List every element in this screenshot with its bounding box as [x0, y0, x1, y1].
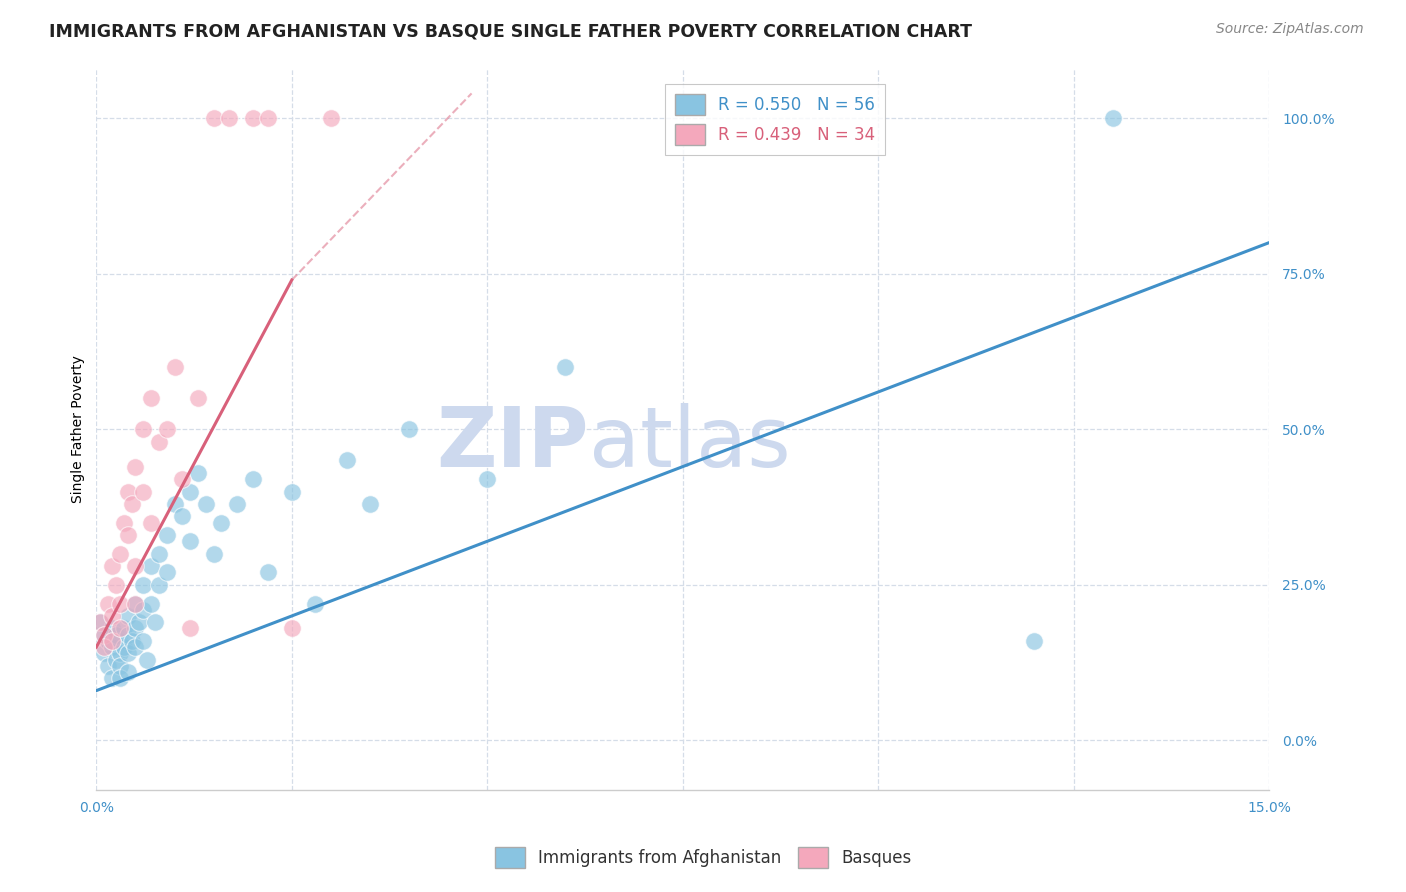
Point: [398, 422, 420, 436]
Point: [93, 646, 115, 660]
Point: [187, 466, 209, 480]
Point: [156, 528, 179, 542]
Point: [281, 621, 304, 635]
Point: [359, 497, 381, 511]
Point: [108, 597, 131, 611]
Point: [108, 671, 131, 685]
Point: [101, 633, 124, 648]
Point: [136, 652, 159, 666]
Y-axis label: Single Father Poverty: Single Father Poverty: [72, 355, 86, 503]
Point: [187, 391, 209, 405]
Point: [202, 547, 225, 561]
Point: [148, 578, 170, 592]
Point: [108, 658, 131, 673]
Point: [117, 627, 139, 641]
Point: [108, 547, 131, 561]
Point: [132, 578, 155, 592]
Point: [132, 422, 155, 436]
Point: [257, 112, 280, 126]
Point: [121, 497, 143, 511]
Point: [101, 671, 124, 685]
Point: [163, 497, 186, 511]
Point: [202, 112, 225, 126]
Point: [124, 640, 146, 654]
Point: [132, 603, 155, 617]
Point: [108, 621, 131, 635]
Point: [117, 646, 139, 660]
Point: [172, 509, 194, 524]
Text: ZIP: ZIP: [436, 403, 589, 484]
Point: [1024, 633, 1046, 648]
Point: [117, 484, 139, 499]
Point: [304, 597, 326, 611]
Point: [108, 633, 131, 648]
Point: [89, 615, 111, 630]
Point: [226, 497, 249, 511]
Point: [101, 640, 124, 654]
Point: [97, 658, 120, 673]
Point: [139, 597, 162, 611]
Legend: Immigrants from Afghanistan, Basques: Immigrants from Afghanistan, Basques: [488, 840, 918, 875]
Point: [179, 621, 201, 635]
Point: [108, 646, 131, 660]
Point: [93, 627, 115, 641]
Point: [477, 472, 499, 486]
Point: [242, 112, 264, 126]
Point: [319, 112, 342, 126]
Point: [132, 633, 155, 648]
Point: [257, 566, 280, 580]
Point: [128, 615, 150, 630]
Point: [104, 627, 127, 641]
Point: [179, 534, 201, 549]
Point: [97, 597, 120, 611]
Point: [172, 472, 194, 486]
Point: [117, 665, 139, 679]
Point: [101, 621, 124, 635]
Point: [93, 627, 115, 641]
Point: [139, 559, 162, 574]
Point: [101, 559, 124, 574]
Point: [554, 360, 576, 375]
Point: [112, 621, 135, 635]
Point: [148, 434, 170, 449]
Point: [124, 459, 146, 474]
Point: [117, 528, 139, 542]
Point: [148, 547, 170, 561]
Point: [242, 472, 264, 486]
Point: [218, 112, 240, 126]
Point: [124, 597, 146, 611]
Point: [121, 633, 143, 648]
Point: [139, 391, 162, 405]
Point: [156, 422, 179, 436]
Point: [209, 516, 232, 530]
Point: [124, 621, 146, 635]
Text: atlas: atlas: [589, 403, 790, 484]
Legend: R = 0.550   N = 56, R = 0.439   N = 34: R = 0.550 N = 56, R = 0.439 N = 34: [665, 84, 886, 155]
Point: [124, 597, 146, 611]
Point: [179, 484, 201, 499]
Point: [1101, 112, 1123, 126]
Point: [124, 559, 146, 574]
Point: [194, 497, 217, 511]
Text: IMMIGRANTS FROM AFGHANISTAN VS BASQUE SINGLE FATHER POVERTY CORRELATION CHART: IMMIGRANTS FROM AFGHANISTAN VS BASQUE SI…: [49, 22, 972, 40]
Point: [112, 640, 135, 654]
Point: [335, 453, 357, 467]
Point: [93, 640, 115, 654]
Point: [163, 360, 186, 375]
Point: [104, 578, 127, 592]
Point: [156, 566, 179, 580]
Point: [104, 652, 127, 666]
Point: [89, 615, 111, 630]
Point: [117, 609, 139, 624]
Point: [112, 516, 135, 530]
Point: [101, 609, 124, 624]
Point: [132, 484, 155, 499]
Point: [143, 615, 166, 630]
Point: [139, 516, 162, 530]
Point: [281, 484, 304, 499]
Point: [97, 633, 120, 648]
Text: Source: ZipAtlas.com: Source: ZipAtlas.com: [1216, 22, 1364, 37]
